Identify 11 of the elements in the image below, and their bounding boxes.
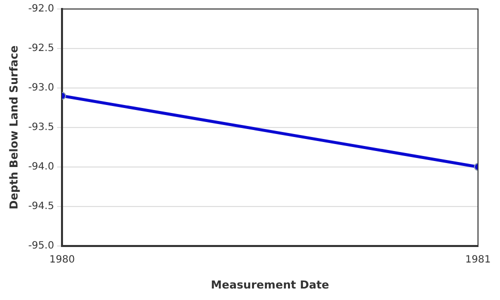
y-tick-label: -92.0	[28, 4, 54, 15]
y-tick-label: -92.5	[28, 43, 54, 54]
y-tick-label: -95.0	[28, 240, 54, 252]
y-tick-label: -94.0	[28, 161, 54, 172]
x-axis-title: Measurement Date	[210, 278, 330, 292]
y-axis-title: Depth Below Land Surface	[7, 45, 20, 210]
y-tick-label: -93.5	[28, 122, 54, 133]
y-tick-label: -94.5	[28, 200, 54, 212]
x-tick-label: 1981	[465, 254, 491, 266]
y-tick-label: -93.0	[28, 82, 54, 94]
x-tick-label: 1980	[49, 254, 75, 266]
